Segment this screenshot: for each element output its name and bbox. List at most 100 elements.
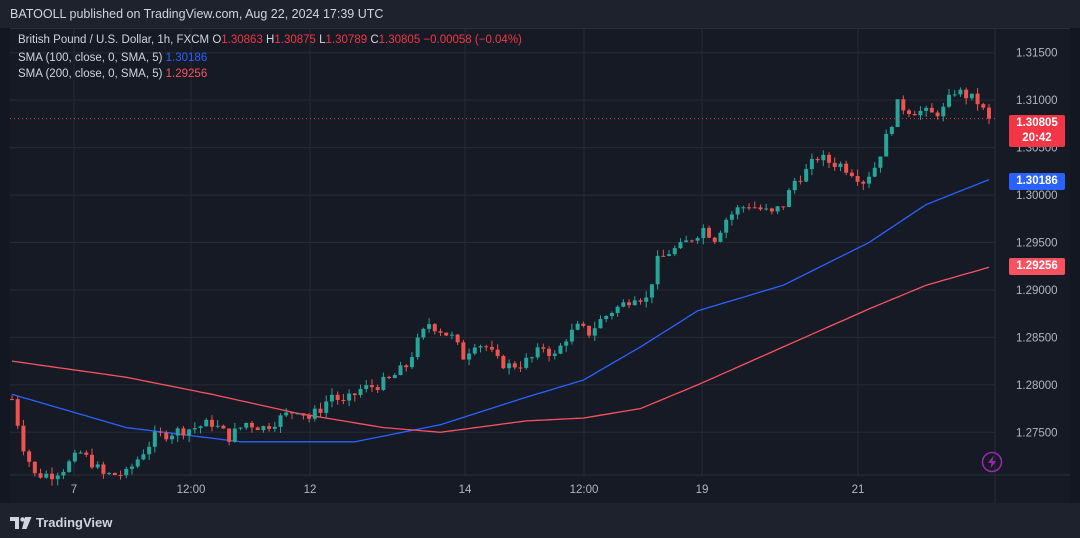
candle	[181, 426, 186, 440]
candle	[278, 413, 283, 434]
candle-body	[67, 461, 72, 472]
chart-frame[interactable]: 1.27500 1.28000 1.28500 1.29000 1.29500 1.300…	[10, 28, 1070, 504]
candle-body	[95, 464, 100, 468]
candle-body	[895, 99, 900, 128]
candle-body	[409, 357, 414, 368]
legend-main[interactable]: British Pound / U.S. Dollar, 1h, FXCM O1…	[18, 34, 522, 46]
bar-countdown: 20:42	[1022, 132, 1052, 144]
candle-body	[204, 419, 209, 427]
candle	[141, 449, 146, 461]
candle	[981, 102, 986, 110]
candle-body	[449, 334, 454, 336]
candle-body	[135, 459, 140, 467]
candle	[747, 203, 752, 211]
candle-body	[398, 365, 403, 376]
candle	[632, 296, 637, 306]
candle-body	[558, 345, 563, 354]
candle-body	[518, 367, 523, 369]
candle-body	[284, 412, 289, 416]
candle-body	[781, 206, 786, 208]
candle	[872, 162, 877, 178]
candle	[958, 87, 963, 97]
candle	[655, 250, 660, 290]
candle	[289, 411, 294, 420]
candle	[775, 205, 780, 215]
legend-open-label: O	[212, 34, 222, 46]
candle-body	[581, 323, 586, 326]
legend-sma200[interactable]: SMA (200, close, 0, SMA, 5) 1.29256	[18, 68, 207, 80]
candle	[27, 449, 32, 467]
last-price-value: 1.30805	[1016, 117, 1058, 129]
candle	[512, 360, 517, 370]
lightning-bolt-icon[interactable]	[981, 451, 1003, 473]
publisher-bar: BATOOLL published on TradingView.com, Au…	[0, 0, 1080, 28]
candle-body	[889, 127, 894, 134]
candle	[564, 338, 569, 352]
candle	[375, 384, 380, 394]
candle-body	[318, 408, 323, 413]
candle-body	[964, 89, 969, 99]
candle	[21, 419, 26, 456]
candle-body	[604, 316, 609, 320]
candle-body	[689, 240, 694, 242]
candle-body	[952, 94, 957, 96]
sma100-label: SMA (100, close, 0, SMA, 5)	[18, 52, 163, 64]
candle	[815, 156, 820, 163]
candle	[969, 93, 974, 101]
x-tick-label: 12:00	[177, 484, 206, 496]
candle	[432, 323, 437, 335]
legend-high-label: H	[266, 34, 275, 46]
candle-body	[541, 347, 546, 349]
candle	[895, 99, 900, 128]
candle-body	[478, 346, 483, 348]
candle	[672, 245, 677, 257]
candle	[307, 413, 312, 423]
candle	[689, 239, 694, 243]
candle-layer	[10, 87, 991, 486]
candle-body	[249, 422, 254, 428]
candle-body	[301, 413, 306, 416]
price-chart[interactable]: 1.27500 1.28000 1.28500 1.29000 1.29500 1.300…	[10, 29, 1070, 504]
candle-body	[592, 328, 597, 336]
candle-body	[158, 431, 163, 433]
candle-body	[187, 429, 192, 436]
legend-open: 1.30863	[221, 34, 263, 46]
candle-body	[615, 306, 620, 314]
candle-body	[935, 112, 940, 117]
x-tick-label: 14	[459, 484, 472, 496]
candle-body	[438, 331, 443, 333]
grid-layer	[10, 29, 995, 475]
candle-body	[764, 208, 769, 210]
candle	[352, 393, 357, 402]
candle	[667, 250, 672, 257]
candle-body	[272, 426, 277, 429]
candle	[535, 343, 540, 360]
candle	[78, 450, 83, 454]
candle	[449, 331, 454, 340]
candle	[707, 225, 712, 239]
candle-body	[718, 232, 723, 242]
candle	[661, 249, 666, 257]
axis-layer: 1.27500 1.28000 1.28500 1.29000 1.29500 1.300…	[10, 29, 1070, 504]
candle	[392, 372, 397, 379]
candle	[244, 422, 249, 430]
y-tick-label: 1.27500	[1016, 427, 1058, 439]
candle	[575, 320, 580, 331]
sma100-price-tag: 1.30186	[1009, 173, 1065, 190]
candle	[741, 205, 746, 213]
candle-body	[512, 363, 517, 368]
y-tick-label: 1.31000	[1016, 95, 1058, 107]
candle	[684, 235, 689, 243]
candle-body	[358, 388, 363, 396]
candle-body	[535, 347, 540, 358]
legend-sma100[interactable]: SMA (100, close, 0, SMA, 5) 1.30186	[18, 52, 207, 64]
candle	[844, 160, 849, 176]
tradingview-logo[interactable]: TradingView	[10, 515, 112, 530]
candle-body	[798, 180, 803, 182]
candle	[587, 325, 592, 338]
x-tick-label: 21	[852, 484, 865, 496]
candle-body	[289, 412, 294, 414]
candle	[558, 343, 563, 355]
candle-body	[27, 451, 32, 462]
candle-body	[661, 255, 666, 257]
